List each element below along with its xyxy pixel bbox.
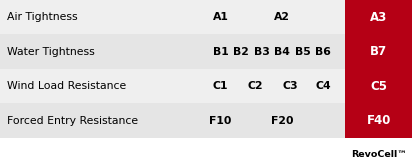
Text: F20: F20 — [271, 116, 293, 125]
Bar — [0, 34, 345, 69]
Text: C5: C5 — [370, 80, 387, 93]
Text: A2: A2 — [274, 12, 290, 22]
Text: Wind Load Resistance: Wind Load Resistance — [7, 81, 126, 91]
Text: C3: C3 — [283, 81, 298, 91]
Text: B7: B7 — [370, 45, 387, 58]
Text: B3: B3 — [254, 47, 269, 57]
Bar — [0, 0, 345, 34]
Text: Water Tightness: Water Tightness — [7, 47, 95, 57]
Bar — [0, 0, 412, 138]
Text: Air Tightness: Air Tightness — [7, 12, 78, 22]
Text: B6: B6 — [316, 47, 331, 57]
Bar — [345, 69, 412, 103]
Text: C2: C2 — [248, 81, 263, 91]
Bar — [345, 0, 412, 34]
Text: F40: F40 — [366, 114, 391, 127]
Text: F10: F10 — [209, 116, 232, 125]
Bar — [345, 34, 412, 69]
Bar — [0, 103, 345, 138]
Text: B2: B2 — [233, 47, 249, 57]
Text: B1: B1 — [213, 47, 228, 57]
Text: A1: A1 — [213, 12, 228, 22]
Bar — [0, 69, 345, 103]
Text: C1: C1 — [213, 81, 228, 91]
Text: RevoCell™: RevoCell™ — [351, 150, 407, 159]
Text: A3: A3 — [370, 11, 387, 24]
Bar — [345, 103, 412, 138]
Text: B5: B5 — [295, 47, 311, 57]
Text: C4: C4 — [316, 81, 331, 91]
Text: B4: B4 — [274, 47, 290, 57]
Text: Forced Entry Resistance: Forced Entry Resistance — [7, 116, 138, 125]
